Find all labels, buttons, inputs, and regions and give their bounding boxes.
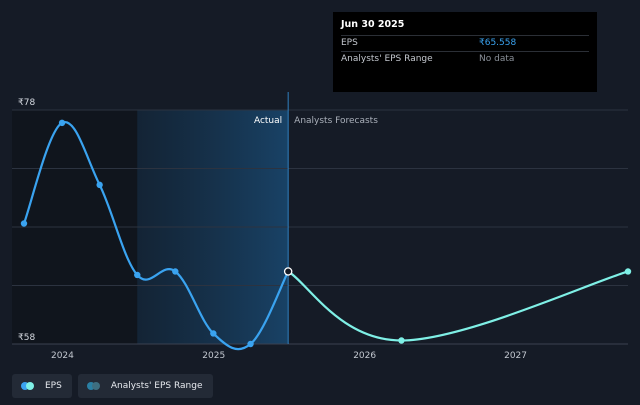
series-line-1 <box>287 270 630 342</box>
series-0-point-4 <box>172 268 179 275</box>
legend-eps[interactable]: EPS <box>12 374 72 398</box>
x-tick-label-2: 2026 <box>353 351 376 361</box>
series-1-point-1 <box>398 337 405 344</box>
tooltip-date: Jun 30 2025 <box>341 19 405 30</box>
tooltip-row-range: Analysts' EPS Range No data <box>341 51 589 67</box>
eps-range-legend-icon <box>86 382 105 390</box>
x-tick-label-1: 2025 <box>202 351 225 361</box>
y-tick-label-0: ₹78 <box>18 98 35 108</box>
series-0-point-5 <box>210 330 217 337</box>
tooltip-range-value: No data <box>479 54 515 64</box>
actual-label: Actual <box>254 116 282 126</box>
tooltip-range-label: Analysts' EPS Range <box>341 54 433 64</box>
tooltip: Jun 30 2025 EPS ₹65.558 Analysts' EPS Ra… <box>333 12 597 92</box>
legend-eps-range[interactable]: Analysts' EPS Range <box>77 374 213 398</box>
legend-eps-label: EPS <box>45 381 62 391</box>
x-tick-label-3: 2027 <box>504 351 527 361</box>
series-0-point-1 <box>58 119 66 127</box>
series-0-point-7 <box>283 267 293 276</box>
legend: EPS Analysts' EPS Range <box>12 374 213 398</box>
series-1-point-2 <box>624 268 632 275</box>
eps-legend-icon <box>21 382 39 390</box>
tooltip-row-eps: EPS ₹65.558 <box>341 35 589 51</box>
series-0-point-0 <box>20 220 28 227</box>
tooltip-eps-value: ₹65.558 <box>479 38 517 48</box>
tooltip-eps-label: EPS <box>341 38 358 48</box>
forecast-label: Analysts Forecasts <box>294 116 378 126</box>
series-0-point-6 <box>247 340 254 348</box>
x-tick-label-0: 2024 <box>51 351 74 361</box>
legend-eps-range-label: Analysts' EPS Range <box>110 381 203 391</box>
series-0-point-2 <box>96 181 103 189</box>
y-tick-label-1: ₹58 <box>18 333 35 343</box>
series-0-point-3 <box>134 271 141 279</box>
